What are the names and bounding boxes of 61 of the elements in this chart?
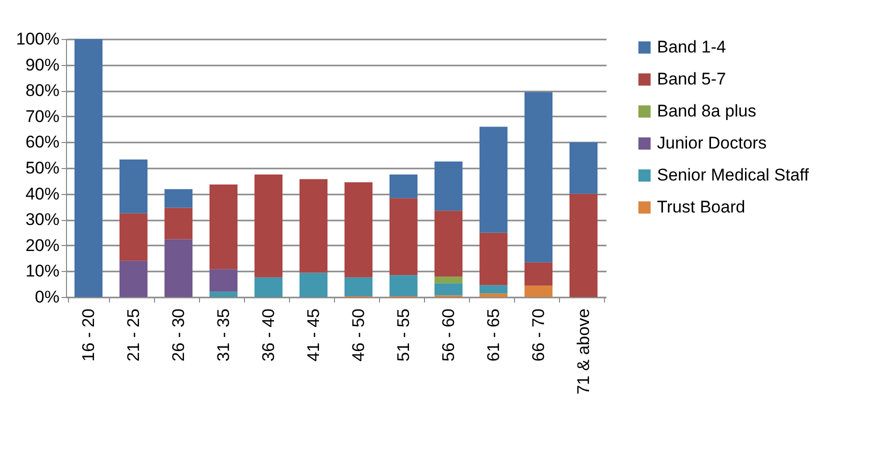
bar — [434, 162, 462, 211]
x-tick-label: 56 - 60 — [439, 308, 458, 362]
x-tick-label: 31 - 35 — [214, 308, 233, 362]
legend-label: Band 5-7 — [657, 70, 726, 88]
bar — [344, 182, 372, 278]
x-tick-label: 36 - 40 — [259, 308, 278, 362]
legend-label: Band 8a plus — [657, 102, 756, 120]
y-tick-label: 80% — [25, 81, 60, 100]
x-tick-label: 61 - 65 — [484, 308, 503, 362]
bar — [120, 260, 148, 297]
bar — [524, 262, 552, 286]
x-tick-label: 21 - 25 — [124, 308, 143, 362]
bar — [210, 269, 238, 292]
legend-label: Band 1-4 — [657, 38, 726, 56]
bar — [390, 198, 418, 276]
bar — [164, 189, 192, 208]
bar — [524, 92, 552, 262]
x-tick-label: 41 - 45 — [304, 308, 323, 362]
y-tick-label: 90% — [25, 55, 60, 74]
bar — [480, 293, 508, 297]
x-tick-label: 51 - 55 — [394, 308, 413, 362]
bar — [344, 277, 372, 296]
y-tick-label: 50% — [25, 158, 60, 178]
bar — [480, 126, 508, 233]
bar — [390, 174, 418, 198]
bar — [434, 283, 462, 296]
x-tick-label: 71 & above — [574, 308, 593, 395]
y-tick-label: 70% — [25, 106, 60, 126]
bar — [210, 184, 238, 270]
bar — [74, 39, 102, 297]
y-tick-label: 100% — [16, 30, 60, 48]
x-tick-label: 26 - 30 — [169, 308, 188, 362]
bar — [254, 174, 282, 278]
bar — [390, 275, 418, 296]
x-tick-label: 66 - 70 — [529, 308, 548, 362]
y-tick-label: 30% — [25, 210, 60, 230]
y-tick-label: 10% — [25, 262, 60, 281]
bar — [434, 210, 462, 277]
bar — [300, 179, 328, 273]
y-tick-label: 20% — [25, 236, 60, 255]
bar — [210, 292, 238, 297]
bar — [570, 142, 598, 194]
bar — [434, 276, 462, 284]
x-tick-label: 16 - 20 — [79, 308, 98, 362]
bar — [120, 159, 148, 214]
x-tick-label: 46 - 50 — [349, 308, 368, 362]
bar — [120, 213, 148, 261]
legend-label: Senior Medical Staff — [657, 166, 810, 184]
y-tick-label: 40% — [25, 184, 60, 204]
bar — [524, 286, 552, 297]
y-tick-label: 60% — [25, 132, 60, 152]
y-tick-label: 0% — [34, 288, 60, 306]
bar — [254, 277, 282, 297]
bar — [164, 208, 192, 240]
bar — [300, 272, 328, 297]
bar — [480, 285, 508, 294]
bar — [570, 194, 598, 297]
legend-label: Junior Doctors — [657, 134, 767, 152]
bar — [480, 232, 508, 286]
bar — [164, 239, 192, 297]
legend-label: Trust Board — [657, 198, 746, 216]
